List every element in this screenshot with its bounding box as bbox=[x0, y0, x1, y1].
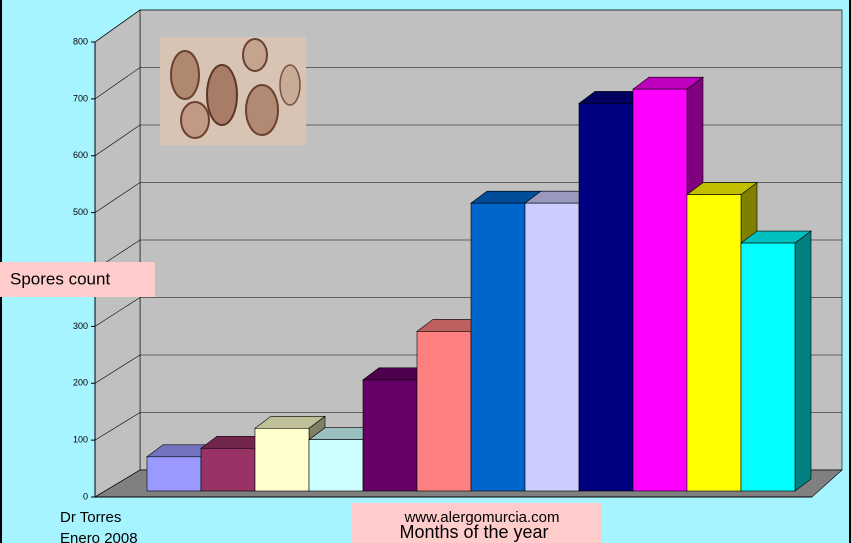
website: www.alergomurcia.com bbox=[403, 509, 559, 526]
bar bbox=[308, 439, 364, 492]
y-label-box bbox=[0, 262, 155, 297]
right-border bbox=[849, 0, 851, 543]
y-tick-label: 100 bbox=[73, 435, 88, 445]
y-tick-label: 300 bbox=[73, 321, 88, 331]
bar bbox=[470, 202, 526, 492]
bar bbox=[524, 202, 580, 492]
date: Enero 2008 bbox=[60, 530, 138, 543]
x-label-box bbox=[352, 503, 602, 543]
grid-line bbox=[94, 9, 842, 43]
author: Dr Torres bbox=[60, 509, 121, 526]
y-tick-label: 200 bbox=[73, 378, 88, 388]
bar bbox=[632, 88, 688, 492]
y-tick-label: 0 bbox=[83, 491, 88, 501]
bar bbox=[686, 194, 742, 492]
bars bbox=[146, 76, 812, 492]
bar bbox=[362, 379, 418, 492]
y-tick-label: 600 bbox=[73, 150, 88, 160]
bar bbox=[146, 456, 202, 492]
x-axis-label: Months of the year bbox=[399, 522, 548, 542]
bar bbox=[254, 427, 310, 492]
y-tick-label: 800 bbox=[73, 36, 88, 46]
bar bbox=[416, 331, 472, 492]
y-axis-label: Spores count bbox=[10, 269, 110, 288]
bar bbox=[740, 242, 796, 492]
bar bbox=[578, 103, 634, 492]
spore-photo bbox=[160, 37, 306, 145]
y-tick-label: 700 bbox=[73, 93, 88, 103]
bar-side bbox=[794, 230, 812, 492]
grid-line bbox=[94, 67, 842, 100]
bar bbox=[200, 447, 256, 492]
y-tick-label: 500 bbox=[73, 207, 88, 217]
